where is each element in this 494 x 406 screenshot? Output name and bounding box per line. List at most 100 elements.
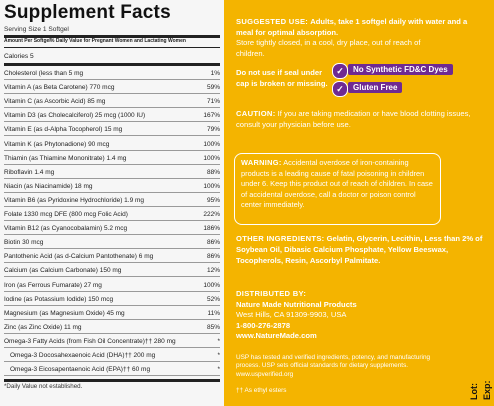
nutrient-name: Omega-3 Fatty Acids (from Fish Oil Conce… (4, 337, 176, 345)
nutrient-name: Omega-3 Eicosapentaenoic Acid (EPA)†† 60… (10, 366, 151, 374)
nutrient-row: Niacin (as Niacinamide) 18 mg 100% (4, 181, 220, 193)
nutrient-row: Calcium (as Calcium Carbonate) 150 mg 12% (4, 265, 220, 278)
nutrient-dv: 79% (206, 126, 220, 134)
check-icon: ✓ (332, 63, 348, 79)
warning-text: Accidental overdose of iron-containing p… (241, 158, 433, 209)
nutrient-name: Riboflavin 1.4 mg (4, 168, 55, 176)
nutrient-row: Vitamin E (as d-Alpha Tocopherol) 15 mg 7… (4, 124, 220, 137)
nutrient-row: Omega-3 Eicosapentaenoic Acid (EPA)†† 60… (4, 364, 220, 377)
seal-warning: Do not use if seal under cap is broken o… (236, 68, 328, 88)
col-dv: % Daily Value for Pregnant Women and Lac… (50, 38, 186, 44)
nutrient-row: Iodine (as Potassium Iodide) 150 mcg 52% (4, 294, 220, 306)
nutrient-dv: 100% (203, 140, 220, 148)
nutrient-row: Omega-3 Docosahexaenoic Acid (DHA)†† 200… (4, 350, 220, 362)
nutrient-dv: 85% (206, 323, 220, 331)
nutrient-dv: 71% (206, 98, 220, 106)
nutrient-dv: * (217, 366, 220, 374)
nutrient-name: Folate 1330 mcg DFE (800 mcg Folic Acid) (4, 211, 128, 218)
nutrient-row: Vitamin K (as Phytonadione) 90 mcg 100% (4, 139, 220, 151)
nutrient-row: Folate 1330 mcg DFE (800 mcg Folic Acid)… (4, 209, 220, 221)
suggested-use: SUGGESTED USE: Adults, take 1 softgel da… (236, 16, 486, 38)
nutrient-name: Calcium (as Calcium Carbonate) 150 mg (4, 267, 122, 275)
badge-gluten-free: ✓ Gluten Free (332, 81, 480, 97)
ethyl-ester-note: †† As ethyl esters (236, 387, 287, 394)
nutrient-row: Vitamin C (as Ascorbic Acid) 85 mg 71% (4, 96, 220, 109)
nutrient-row: Pantothenic Acid (as d-Calcium Pantothen… (4, 251, 220, 264)
other-ingredients: OTHER INGREDIENTS: Gelatin, Glycerin, Le… (236, 233, 486, 266)
nutrient-row: Biotin 30 mcg 86% (4, 237, 220, 250)
nutrient-dv: 167% (203, 112, 220, 120)
facts-title: Supplement Facts (4, 2, 171, 23)
ingredients-text: Gelatin, Glycerin, Lecithin, Less than 2… (236, 234, 483, 265)
nutrient-dv: 52% (206, 295, 220, 303)
footnote: *Daily Value not established. (4, 383, 83, 390)
nutrient-dv: * (217, 352, 220, 359)
nutrient-dv: 222% (203, 211, 220, 218)
nutrient-row: Vitamin D3 (as Cholecalciferol) 25 mcg (… (4, 110, 220, 123)
warning: WARNING: Accidental overdose of iron-con… (241, 158, 437, 211)
nutrient-name: Vitamin B6 (as Pyridoxine Hydrochloride)… (4, 196, 145, 204)
check-icon: ✓ (332, 81, 348, 97)
usp-statement: USP has tested and verified ingredients,… (236, 354, 431, 378)
nutrient-dv: 186% (203, 225, 220, 233)
distributor-phone: 1-800-276-2878 (236, 320, 291, 330)
nutrient-row: Vitamin B12 (as Cyanocobalamin) 5.2 mcg 1… (4, 223, 220, 236)
nutrient-name: Niacin (as Niacinamide) 18 mg (4, 182, 93, 190)
nutrient-name: Pantothenic Acid (as d-Calcium Pantothen… (4, 253, 154, 261)
nutrient-row: Omega-3 Fatty Acids (from Fish Oil Conce… (4, 336, 220, 348)
divider (4, 63, 220, 66)
suggested-use-heading: SUGGESTED USE: (236, 17, 309, 26)
badges: ✓ No Synthetic FD&C Dyes ✓ Gluten Free (332, 63, 480, 99)
nutrient-row: Thiamin (as Thiamine Mononitrate) 1.4 mg… (4, 153, 220, 165)
nutrient-dv: 86% (206, 253, 220, 261)
storage-text: Store tightly closed, in a cool, dry pla… (236, 38, 421, 58)
nutrient-row: Vitamin A (as Beta Carotene) 770 mcg 59% (4, 82, 220, 95)
nutrient-name: Magnesium (as Magnesium Oxide) 45 mg (4, 309, 125, 317)
nutrient-row: Magnesium (as Magnesium Oxide) 45 mg 11% (4, 308, 220, 320)
nutrient-dv: 100% (203, 281, 220, 289)
nutrient-name: Biotin 30 mcg (4, 239, 44, 247)
info-panel: SUGGESTED USE: Adults, take 1 softgel da… (226, 0, 494, 406)
distributor-website[interactable]: www.NatureMade.com (236, 331, 317, 340)
distributor-name: Nature Made Nutritional Products (236, 299, 357, 309)
badge-label: Gluten Free (348, 82, 403, 93)
nutrient-dv: 86% (206, 239, 220, 247)
nutrient-name: Vitamin A (as Beta Carotene) 770 mcg (4, 84, 115, 92)
caution: CAUTION: If you are taking medication or… (236, 108, 486, 130)
nutrient-dv: 100% (203, 182, 220, 190)
nutrient-row: Zinc (as Zinc Oxide) 11 mg 85% (4, 322, 220, 334)
badge-label: No Synthetic FD&C Dyes (348, 64, 453, 75)
serving-size: Serving Size 1 Softgel (4, 26, 69, 33)
nutrient-name: Zinc (as Zinc Oxide) 11 mg (4, 323, 82, 331)
lot-exp: Lot: Exp: (466, 370, 494, 400)
col-amount: Amount Per Softgel (4, 38, 51, 44)
nutrient-dv: 88% (206, 168, 220, 176)
distributor-heading: DISTRIBUTED BY: (236, 289, 307, 298)
nutrient-dv: 95% (206, 196, 220, 204)
caution-text: If you are taking medication or have blo… (236, 109, 471, 129)
nutrient-name: Thiamin (as Thiamine Mononitrate) 1.4 mg (4, 154, 127, 162)
nutrient-name: Vitamin E (as d-Alpha Tocopherol) 15 mg (4, 126, 123, 134)
distributor: DISTRIBUTED BY: Nature Made Nutritional … (236, 289, 486, 342)
nutrient-dv: 59% (206, 84, 220, 92)
divider (4, 35, 220, 38)
nutrient-dv: 12% (206, 267, 220, 275)
nutrient-name: Vitamin D3 (as Cholecalciferol) 25 mcg (… (4, 112, 146, 120)
nutrient-row: Vitamin B6 (as Pyridoxine Hydrochloride)… (4, 195, 220, 207)
nutrient-dv: 11% (207, 309, 220, 317)
nutrient-dv: 100% (203, 154, 220, 162)
lot-label: Lot: (469, 383, 479, 400)
warning-box: WARNING: Accidental overdose of iron-con… (234, 153, 441, 225)
badge-no-dyes: ✓ No Synthetic FD&C Dyes (332, 63, 480, 79)
nutrient-name: Vitamin C (as Ascorbic Acid) 85 mg (4, 98, 106, 106)
nutrient-name: Cholesterol (less than 5 mg (4, 70, 84, 77)
nutrient-name: Iodine (as Potassium Iodide) 150 mcg (4, 295, 114, 303)
nutrient-name: Iron (as Ferrous Fumarate) 27 mg (4, 281, 102, 289)
nutrient-row: Cholesterol (less than 5 mg 1% (4, 68, 220, 80)
ingredients-heading: OTHER INGREDIENTS: (236, 234, 325, 243)
warning-heading: WARNING: (241, 158, 282, 167)
distributor-address: West Hills, CA 91309-9903, USA (236, 310, 347, 319)
nutrient-dv: 1% (210, 70, 220, 77)
exp-label: Exp: (482, 380, 492, 400)
